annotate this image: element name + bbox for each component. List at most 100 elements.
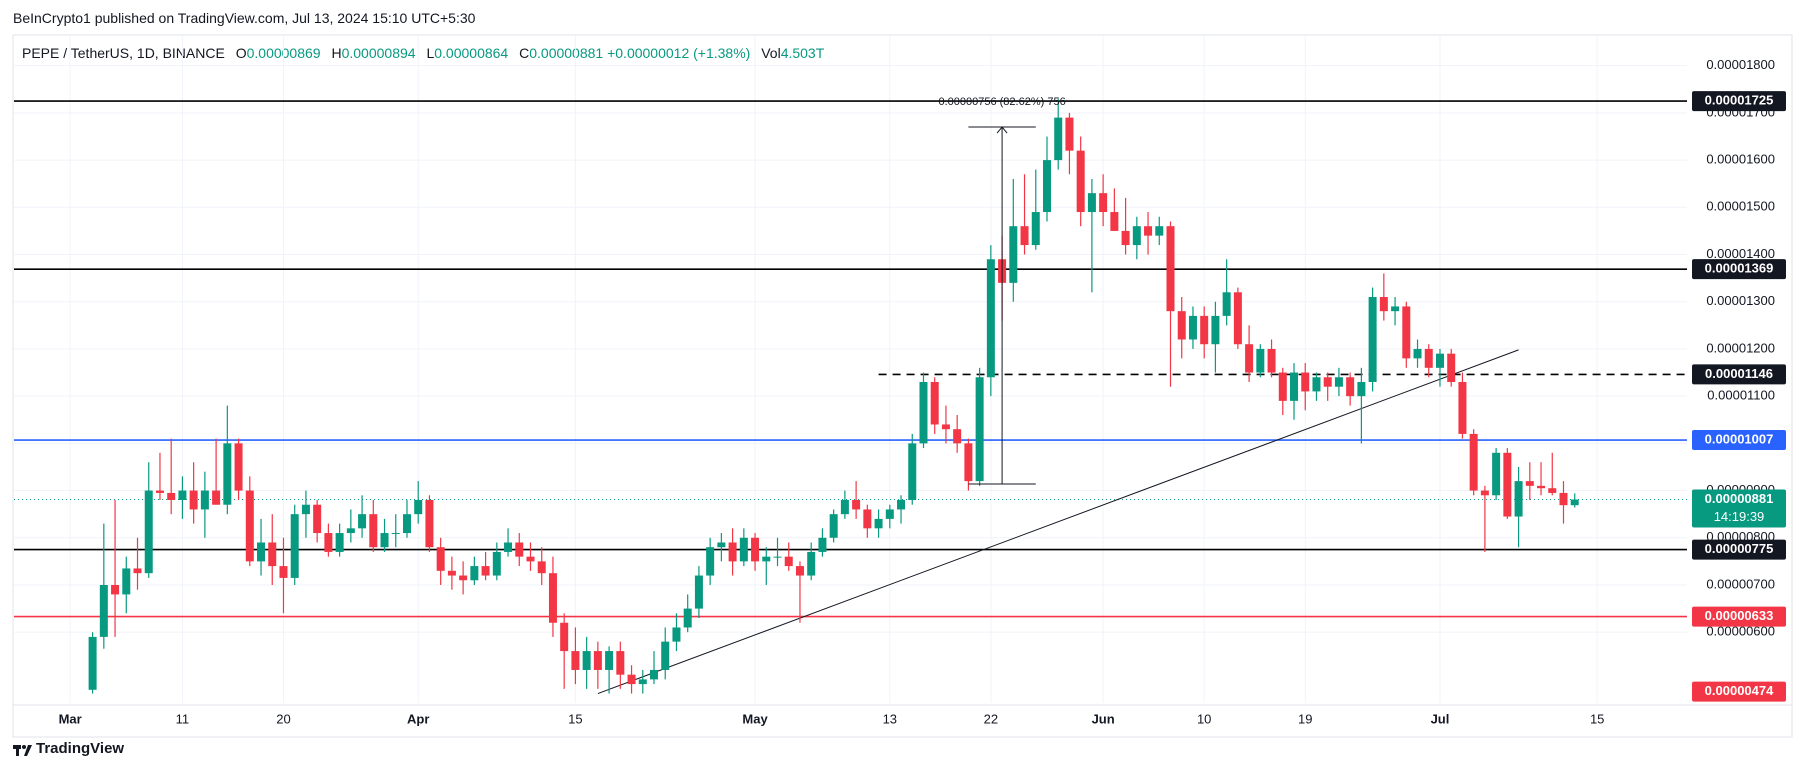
y-tick-label: 0.00000600 xyxy=(1706,624,1775,639)
candle-body xyxy=(515,542,524,557)
candle-body xyxy=(470,566,479,581)
x-tick-label: Jun xyxy=(1092,711,1115,726)
grid xyxy=(14,35,1687,703)
candle-body xyxy=(212,490,221,505)
candle-body xyxy=(1357,381,1366,397)
candle-body xyxy=(706,547,715,576)
candle-body xyxy=(268,542,277,567)
x-tick-label: 10 xyxy=(1197,711,1211,726)
candle-body xyxy=(986,259,995,378)
y-tick-label: 0.00000700 xyxy=(1706,576,1775,591)
symbol: PEPE / TetherUS, 1D, BINANCE xyxy=(22,45,225,61)
x-tick-label: 22 xyxy=(984,711,998,726)
price-box xyxy=(1692,259,1786,280)
candle-body xyxy=(111,584,120,595)
candle-body xyxy=(1256,348,1265,373)
x-tick-label: Mar xyxy=(59,711,82,726)
candle-body xyxy=(1570,499,1579,506)
candle-body xyxy=(436,547,445,571)
candle-body xyxy=(358,514,367,529)
candle-body xyxy=(863,509,872,529)
candle-body xyxy=(1278,372,1287,401)
chart-frame xyxy=(12,34,1793,738)
candle-body xyxy=(1177,311,1186,340)
candle-body xyxy=(537,561,546,574)
candle-body xyxy=(560,622,569,652)
candle-body xyxy=(189,490,198,510)
measure-label: 0.00000756 (82.62%) 756 xyxy=(938,96,1065,108)
candle-body xyxy=(739,537,748,562)
candle-body xyxy=(1346,377,1355,397)
candle-body xyxy=(1065,117,1074,151)
close-value: 0.00000881 xyxy=(529,45,604,61)
candle-body xyxy=(953,429,962,444)
candle-body xyxy=(571,651,580,670)
publisher-header: BeInCrypto1 published on TradingView.com… xyxy=(13,10,476,26)
candle-body xyxy=(1514,481,1523,517)
y-tick-label: 0.00001100 xyxy=(1707,388,1775,403)
candle-body xyxy=(605,651,614,670)
candle-body xyxy=(447,570,456,576)
low-value: 0.00000864 xyxy=(434,45,509,61)
candle-body xyxy=(728,542,737,562)
candle-body xyxy=(1054,117,1063,161)
candle-body xyxy=(1447,353,1456,382)
candle-body xyxy=(1469,433,1478,491)
candle-body xyxy=(919,381,928,444)
open-label: O xyxy=(235,45,247,61)
candle-body xyxy=(1391,306,1400,312)
candle-body xyxy=(1267,348,1276,373)
candle-body xyxy=(346,528,355,534)
candle-body xyxy=(380,533,389,548)
candle-body xyxy=(1166,226,1175,312)
candle-body xyxy=(807,551,816,576)
candle-body xyxy=(1144,226,1153,236)
x-tick-label: 20 xyxy=(276,711,290,726)
candle-body xyxy=(1155,226,1164,236)
candle-body xyxy=(1099,193,1108,213)
candle-body xyxy=(1435,353,1444,368)
x-tick-label: 13 xyxy=(883,711,897,726)
candle-body xyxy=(1379,297,1388,312)
ohlc-legend: PEPE / TetherUS, 1D, BINANCE O0.00000869… xyxy=(22,45,824,61)
low-label: L xyxy=(426,45,435,61)
candle-body xyxy=(874,518,883,529)
candle-body xyxy=(1334,377,1343,387)
candle-body xyxy=(616,651,625,675)
candle-body xyxy=(122,568,131,595)
x-tick-label: 15 xyxy=(1590,711,1604,726)
candle-body xyxy=(1233,292,1242,345)
candle-body xyxy=(1402,306,1411,359)
candle-body xyxy=(1211,315,1220,345)
candle-body xyxy=(313,504,322,534)
candle-body xyxy=(1458,381,1467,434)
price-box-label: 0.00001725 xyxy=(1705,93,1774,108)
candle-body xyxy=(1525,481,1534,486)
logo-part xyxy=(22,745,26,749)
candle-body xyxy=(717,542,726,548)
candle-body xyxy=(1031,212,1040,246)
brand: TradingView xyxy=(36,740,125,757)
candle-body xyxy=(223,443,232,505)
candle-body xyxy=(88,636,97,690)
logo-part xyxy=(16,745,19,756)
candle-body xyxy=(1121,230,1130,246)
y-tick-label: 0.00001300 xyxy=(1706,293,1775,308)
candle-body xyxy=(481,566,490,576)
candle-body xyxy=(840,500,849,515)
candle-body xyxy=(762,556,771,562)
candle-body xyxy=(369,514,378,548)
candle-body xyxy=(751,537,760,562)
candle-body xyxy=(290,514,299,578)
high-value: 0.00000894 xyxy=(341,45,416,61)
candle-body xyxy=(492,551,501,576)
price-box xyxy=(1692,364,1786,385)
y-tick-label: 0.00001600 xyxy=(1706,152,1775,167)
candle-body xyxy=(1548,488,1557,493)
candle-body xyxy=(885,509,894,519)
volume-label: Vol xyxy=(761,45,781,61)
y-tick-label: 0.00001500 xyxy=(1706,199,1775,214)
price-box xyxy=(1692,430,1786,451)
